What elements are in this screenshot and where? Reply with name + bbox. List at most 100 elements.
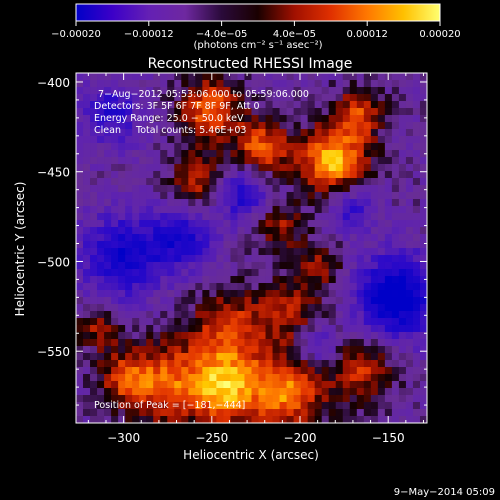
heatmap-cell [195,388,203,396]
heatmap-cell [244,157,252,165]
heatmap-cell [370,108,379,116]
heatmap-cell [230,241,238,249]
heatmap-cell [405,122,414,130]
heatmap-cell [265,241,273,249]
heatmap-cell [83,171,91,179]
heatmap-cell [181,290,189,298]
heatmap-cell [125,416,133,424]
heatmap-cell [244,185,252,193]
heatmap-cell [349,73,358,81]
heatmap-cell [202,101,210,109]
heatmap-cell [83,332,91,340]
heatmap-cell [307,325,316,333]
heatmap-cell [167,416,175,424]
heatmap-cell [216,367,224,375]
heatmap-cell [111,248,119,256]
heatmap-cell [405,290,414,298]
heatmap-cell [160,395,168,403]
heatmap-cell [307,346,316,354]
heatmap-cell [363,227,372,235]
heatmap-cell [125,73,133,81]
heatmap-cell [349,374,358,382]
heatmap-cell [188,297,196,305]
heatmap-cell [202,143,210,151]
heatmap-cell [251,311,259,319]
peak-position-label: Position of Peak = [−181,−444] [94,400,245,411]
heatmap-cell [300,108,309,116]
heatmap-cell [230,171,238,179]
heatmap-cell [349,255,358,263]
heatmap-cell [188,227,196,235]
heatmap-cell [384,332,393,340]
heatmap-cell [363,199,372,207]
heatmap-cell [342,353,351,361]
heatmap-cell [363,213,372,221]
heatmap-cell [335,325,344,333]
heatmap-cell [251,192,259,200]
heatmap-cell [111,101,119,109]
heatmap-cell [104,248,112,256]
heatmap-cell [349,234,358,242]
heatmap-cell [272,283,280,291]
heatmap-cell [363,73,372,81]
heatmap-cell [279,402,287,410]
heatmap-cell [370,150,379,158]
heatmap-cell [419,269,428,277]
heatmap-cell [356,290,365,298]
heatmap-cell [293,234,302,242]
heatmap-cell [272,73,280,81]
heatmap-cell [244,206,252,214]
heatmap-cell [419,318,428,326]
heatmap-cell [258,374,266,382]
heatmap-cell [237,283,245,291]
heatmap-cell [139,143,147,151]
heatmap-cell [412,129,421,137]
heatmap-cell [300,213,309,221]
heatmap-cell [174,255,182,263]
heatmap-cell [188,241,196,249]
heatmap-cell [370,283,379,291]
heatmap-cell [230,199,238,207]
heatmap-cell [111,73,119,81]
heatmap-cell [237,94,245,102]
heatmap-cell [419,255,428,263]
heatmap-cell [314,73,323,81]
heatmap-cell [293,213,302,221]
heatmap-cell [377,241,386,249]
heatmap-cell [104,255,112,263]
heatmap-cell [237,339,245,347]
heatmap-cell [251,325,259,333]
heatmap-cell [146,171,154,179]
heatmap-cell [391,339,400,347]
heatmap-cell [139,122,147,130]
heatmap-cell [139,367,147,375]
heatmap-cell [83,339,91,347]
heatmap-cell [209,388,217,396]
heatmap-cell [398,220,407,228]
heatmap-cell [188,213,196,221]
heatmap-cell [202,227,210,235]
heatmap-cell [111,192,119,200]
heatmap-cell [356,374,365,382]
heatmap-cell [160,122,168,130]
heatmap-cell [251,87,259,95]
heatmap-cell [153,269,161,277]
heatmap-cell [405,150,414,158]
heatmap-cell [146,164,154,172]
heatmap-cell [307,206,316,214]
heatmap-cell [419,381,428,389]
heatmap-cell [342,164,351,172]
heatmap-cell [377,290,386,298]
heatmap-cell [363,171,372,179]
heatmap-cell [328,108,337,116]
heatmap-cell [251,290,259,298]
heatmap-cell [223,94,231,102]
heatmap-cell [307,234,316,242]
heatmap-cell [237,199,245,207]
heatmap-cell [188,185,196,193]
heatmap-cell [321,73,330,81]
heatmap-cell [202,157,210,165]
heatmap-cell [202,87,210,95]
heatmap-cell [76,206,84,214]
